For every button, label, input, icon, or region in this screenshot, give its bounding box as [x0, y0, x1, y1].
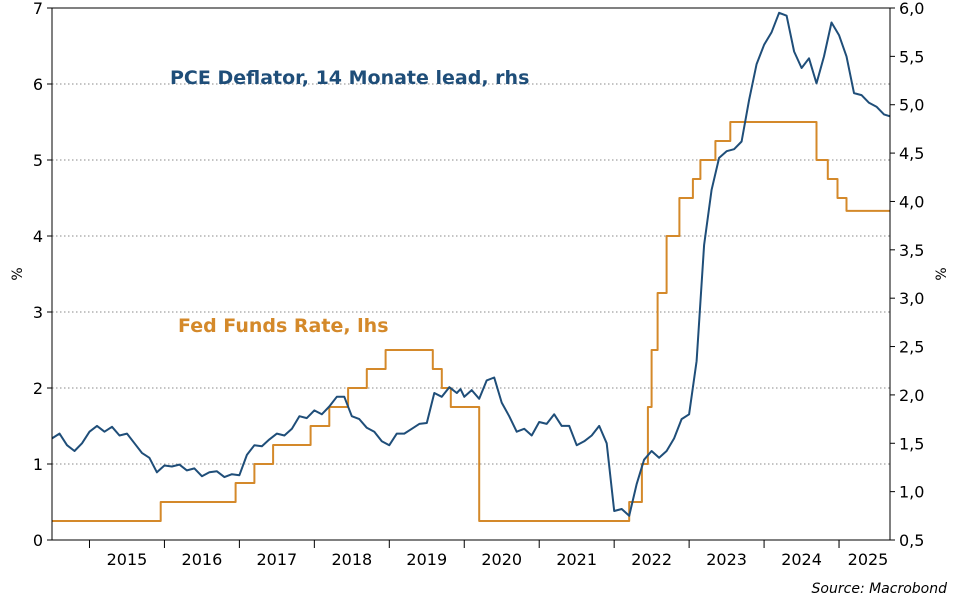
- fed-funds-series-label: Fed Funds Rate, lhs: [178, 315, 389, 337]
- right-tick-label: 4,0: [899, 192, 924, 211]
- right-tick-label: 0,5: [899, 531, 924, 550]
- source-note: Source: Macrobond: [812, 581, 948, 597]
- x-tick-label: 2016: [182, 550, 223, 569]
- right-tick-label: 5,0: [899, 96, 924, 115]
- left-tick-label: 4: [33, 227, 43, 246]
- left-tick-label: 7: [33, 0, 43, 18]
- right-tick-label: 2,5: [899, 338, 924, 357]
- fed-funds-rate-line: [52, 121, 890, 522]
- right-tick-label: 3,0: [899, 289, 924, 308]
- right-tick-label: 5,5: [899, 47, 924, 66]
- x-tick-label: 2025: [848, 550, 889, 569]
- left-tick-label: 1: [33, 455, 43, 474]
- x-tick-label: 2021: [556, 550, 597, 569]
- left-tick-label: 6: [33, 75, 43, 94]
- left-axis-tick-labels: 0 1 2 3 4 5 6 7: [33, 0, 43, 550]
- right-tick-label: 1,0: [899, 483, 924, 502]
- x-tick-label: 2018: [331, 550, 372, 569]
- series-layer: [51, 11, 891, 522]
- left-tick-label: 0: [33, 531, 43, 550]
- x-tick-label: 2017: [257, 550, 298, 569]
- x-tick-label: 2023: [706, 550, 747, 569]
- right-tick-label: 1,5: [899, 434, 924, 453]
- x-tick-label: 2019: [406, 550, 447, 569]
- pce-deflator-line: [51, 11, 891, 517]
- left-tick-label: 3: [33, 303, 43, 322]
- x-tick-label: 2020: [481, 550, 522, 569]
- axis-ticks: [47, 7, 895, 548]
- x-tick-label: 2015: [107, 550, 148, 569]
- right-tick-label: 4,5: [899, 144, 924, 163]
- left-tick-label: 5: [33, 151, 43, 170]
- left-axis-unit-label: %: [10, 267, 26, 280]
- left-tick-label: 2: [33, 379, 43, 398]
- right-tick-label: 3,5: [899, 241, 924, 260]
- x-tick-label: 2022: [631, 550, 672, 569]
- right-axis-tick-labels: 0,5 1,0 1,5 2,0 2,5 3,0 3,5 4,0 4,5 5,0 5,5 6,0: [899, 0, 924, 550]
- x-axis-tick-labels: 2015 2016 2017 2018 2019 2020 2021 2022 2023 2024…: [107, 550, 889, 569]
- pce-series-label: PCE Deflator, 14 Monate lead, rhs: [170, 67, 529, 89]
- right-axis-unit-label: %: [934, 267, 950, 280]
- x-tick-label: 2024: [781, 550, 822, 569]
- right-tick-label: 2,0: [899, 386, 924, 405]
- right-tick-label: 6,0: [899, 0, 924, 18]
